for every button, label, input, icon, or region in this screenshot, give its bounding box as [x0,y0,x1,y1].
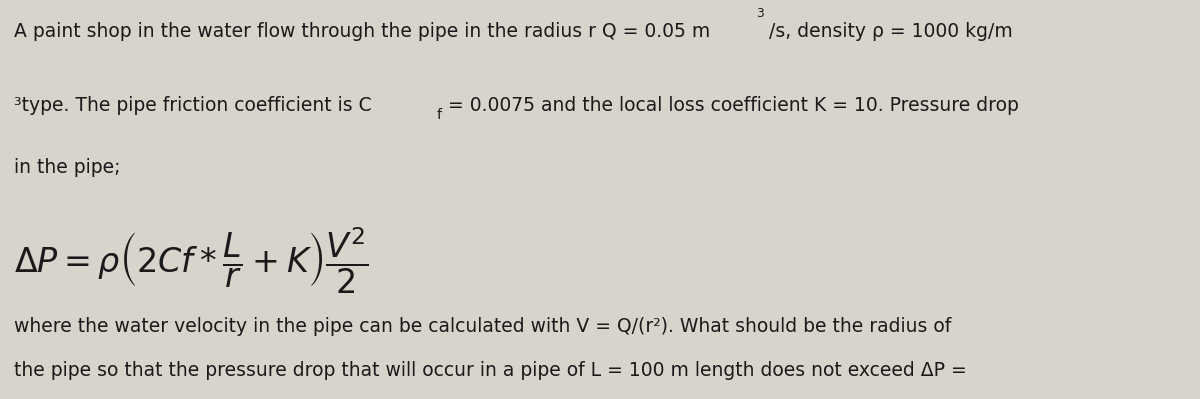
Text: the pipe so that the pressure drop that will occur in a pipe of L = 100 m length: the pipe so that the pressure drop that … [14,361,967,380]
Text: /s, density ρ = 1000 kg/m: /s, density ρ = 1000 kg/m [769,22,1013,41]
Text: where the water velocity in the pipe can be calculated with V = Q/(r²). What sho: where the water velocity in the pipe can… [14,317,952,336]
Text: in the pipe;: in the pipe; [14,158,121,177]
Text: ³type. The pipe friction coefficient is C: ³type. The pipe friction coefficient is … [14,96,372,115]
Text: f: f [437,108,442,122]
Text: = 0.0075 and the local loss coefficient K = 10. Pressure drop: = 0.0075 and the local loss coefficient … [448,96,1019,115]
Text: A paint shop in the water flow through the pipe in the radius r Q = 0.05 m: A paint shop in the water flow through t… [14,22,710,41]
Text: 3: 3 [756,7,763,20]
Text: $\Delta P = \rho \left( 2Cf * \dfrac{L}{r} + K \right) \dfrac{V^2}{2}$: $\Delta P = \rho \left( 2Cf * \dfrac{L}{… [14,225,370,296]
